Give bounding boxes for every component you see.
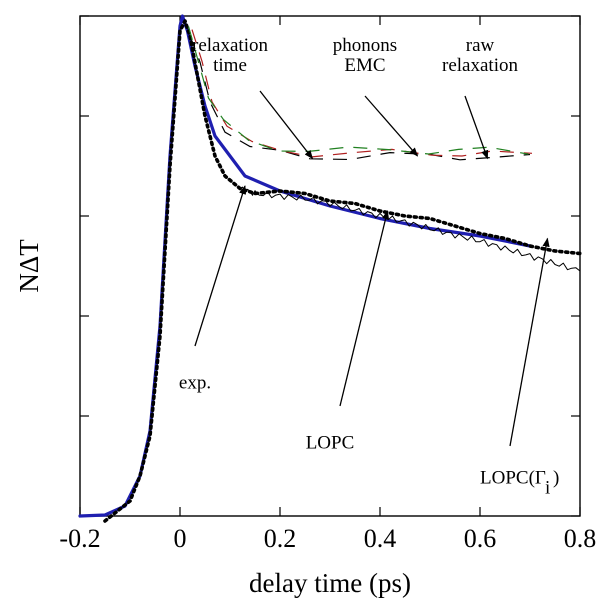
annotation-arrow-1: [364, 95, 419, 157]
series-layer: [78, 14, 582, 523]
annotation-arrow-3: [194, 185, 247, 347]
annotation-1: time: [213, 55, 247, 76]
x-tick-label-5: 0.8: [564, 524, 597, 553]
annotation-10: ): [553, 468, 559, 489]
annotation-arrow-4: [339, 210, 390, 407]
x-tick-labels: -0.2 0 0.2 0.4 0.6 0.8: [59, 524, 596, 553]
annotation-arrow-0: [259, 90, 314, 160]
annotation-6: exp.: [179, 373, 211, 394]
x-tick-label-0: -0.2: [59, 524, 100, 553]
annotation-arrows: [194, 90, 550, 447]
x-tick-label-1: 0: [174, 524, 187, 553]
annotation-0: relaxation: [192, 35, 268, 56]
y-axis-title: NΔT: [14, 239, 44, 293]
annotation-8: LOPC(Γ: [480, 468, 546, 489]
x-tick-label-2: 0.2: [264, 524, 297, 553]
annotation-9: i: [545, 478, 550, 499]
annotations: relaxationtimephononsEMCrawrelaxationexp…: [179, 35, 559, 499]
annotation-arrow-2: [464, 95, 489, 160]
annotation-7: LOPC: [306, 433, 355, 454]
annotation-4: raw: [466, 35, 495, 56]
annotation-2: phonons: [333, 35, 397, 56]
x-tick-label-4: 0.6: [464, 524, 497, 553]
annotation-arrow-5: [509, 237, 550, 447]
series-line-1: [103, 19, 582, 523]
annotation-3: EMC: [344, 55, 385, 76]
x-axis-title: delay time (ps): [249, 568, 411, 598]
x-tick-label-3: 0.4: [364, 524, 397, 553]
plot-frame: [79, 15, 581, 517]
annotation-5: relaxation: [442, 55, 518, 76]
series-line-2: [239, 186, 581, 272]
